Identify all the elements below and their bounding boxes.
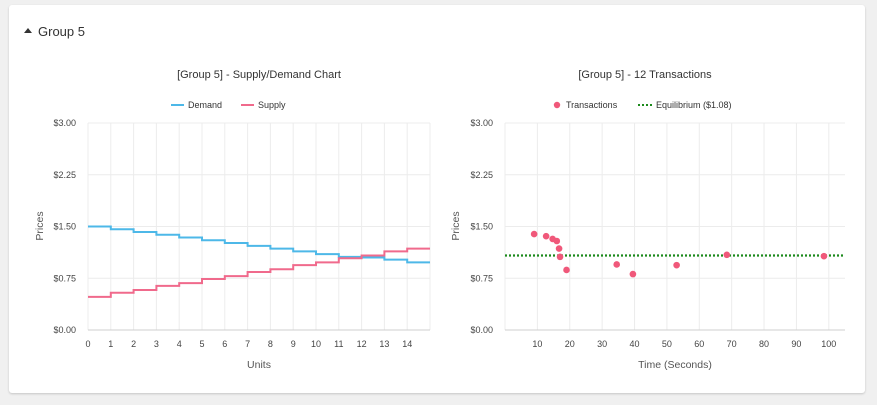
x-tick-label: 9 [291,339,296,349]
x-tick-label: 5 [199,339,204,349]
transaction-point [542,232,550,240]
x-tick-label: 2 [131,339,136,349]
transaction-point [556,253,564,261]
x-tick-label: 11 [334,339,343,349]
x-tick-label: 12 [357,339,367,349]
group-panel [9,5,865,393]
transaction-point [629,270,637,278]
y-tick-label: $2.25 [470,170,493,180]
series-line-supply [88,247,430,298]
transaction-point [673,261,680,269]
y-tick-label: $3.00 [53,118,76,128]
x-tick-label: 70 [727,339,737,349]
x-tick-label: 40 [630,339,640,349]
x-tick-label: 4 [177,339,182,349]
group-toggle[interactable]: Group 5 [24,22,85,40]
x-tick-label: 80 [759,339,769,349]
legend-label-equilibrium: Equilibrium ($1.08) [656,100,732,110]
chart2-title: [Group 5] - 12 Transactions [578,69,712,81]
chart1-ylabel: Prices [34,211,46,240]
y-tick-label: $2.25 [53,170,76,180]
transaction-point [530,230,538,238]
x-tick-label: 1 [108,339,113,349]
x-tick-label: 6 [222,339,227,349]
x-tick-label: 60 [694,339,704,349]
y-tick-label: $0.75 [53,273,76,283]
y-tick-label: $1.50 [53,222,76,232]
x-tick-label: 30 [597,339,607,349]
y-tick-label: $0.75 [470,273,493,283]
transaction-point [555,245,563,252]
y-tick-label: $3.00 [470,118,493,128]
x-tick-label: 3 [154,339,159,349]
legend-label-demand: Demand [188,100,222,110]
x-tick-label: 50 [662,339,672,349]
x-tick-label: 0 [85,339,90,349]
x-tick-label: 13 [379,339,389,349]
x-tick-label: 10 [311,339,321,349]
chart2-ylabel: Prices [450,211,462,240]
y-tick-label: $1.50 [470,222,493,232]
chart2-xlabel: Time (Seconds) [638,359,712,371]
y-tick-label: $0.00 [53,325,76,335]
legend-label-supply: Supply [258,100,286,110]
series-line-demand [88,225,430,264]
x-tick-label: 7 [245,339,250,349]
legend-swatch-transactions [553,101,561,109]
x-tick-label: 20 [565,339,575,349]
legend-label-transactions: Transactions [566,100,618,110]
chart1-xlabel: Units [247,359,271,371]
group-label: Group 5 [38,23,85,39]
transaction-point [613,261,621,268]
x-tick-label: 8 [268,339,273,349]
transaction-point [723,251,731,259]
x-tick-label: 10 [532,339,542,349]
x-tick-label: 90 [791,339,801,349]
x-tick-label: 100 [821,339,836,349]
chart1-title: [Group 5] - Supply/Demand Chart [177,69,341,81]
y-tick-label: $0.00 [470,325,493,335]
transaction-point [563,266,570,274]
x-tick-label: 14 [402,339,412,349]
transaction-point [820,252,828,260]
transaction-point [553,237,561,245]
caret-up-icon [24,28,32,33]
